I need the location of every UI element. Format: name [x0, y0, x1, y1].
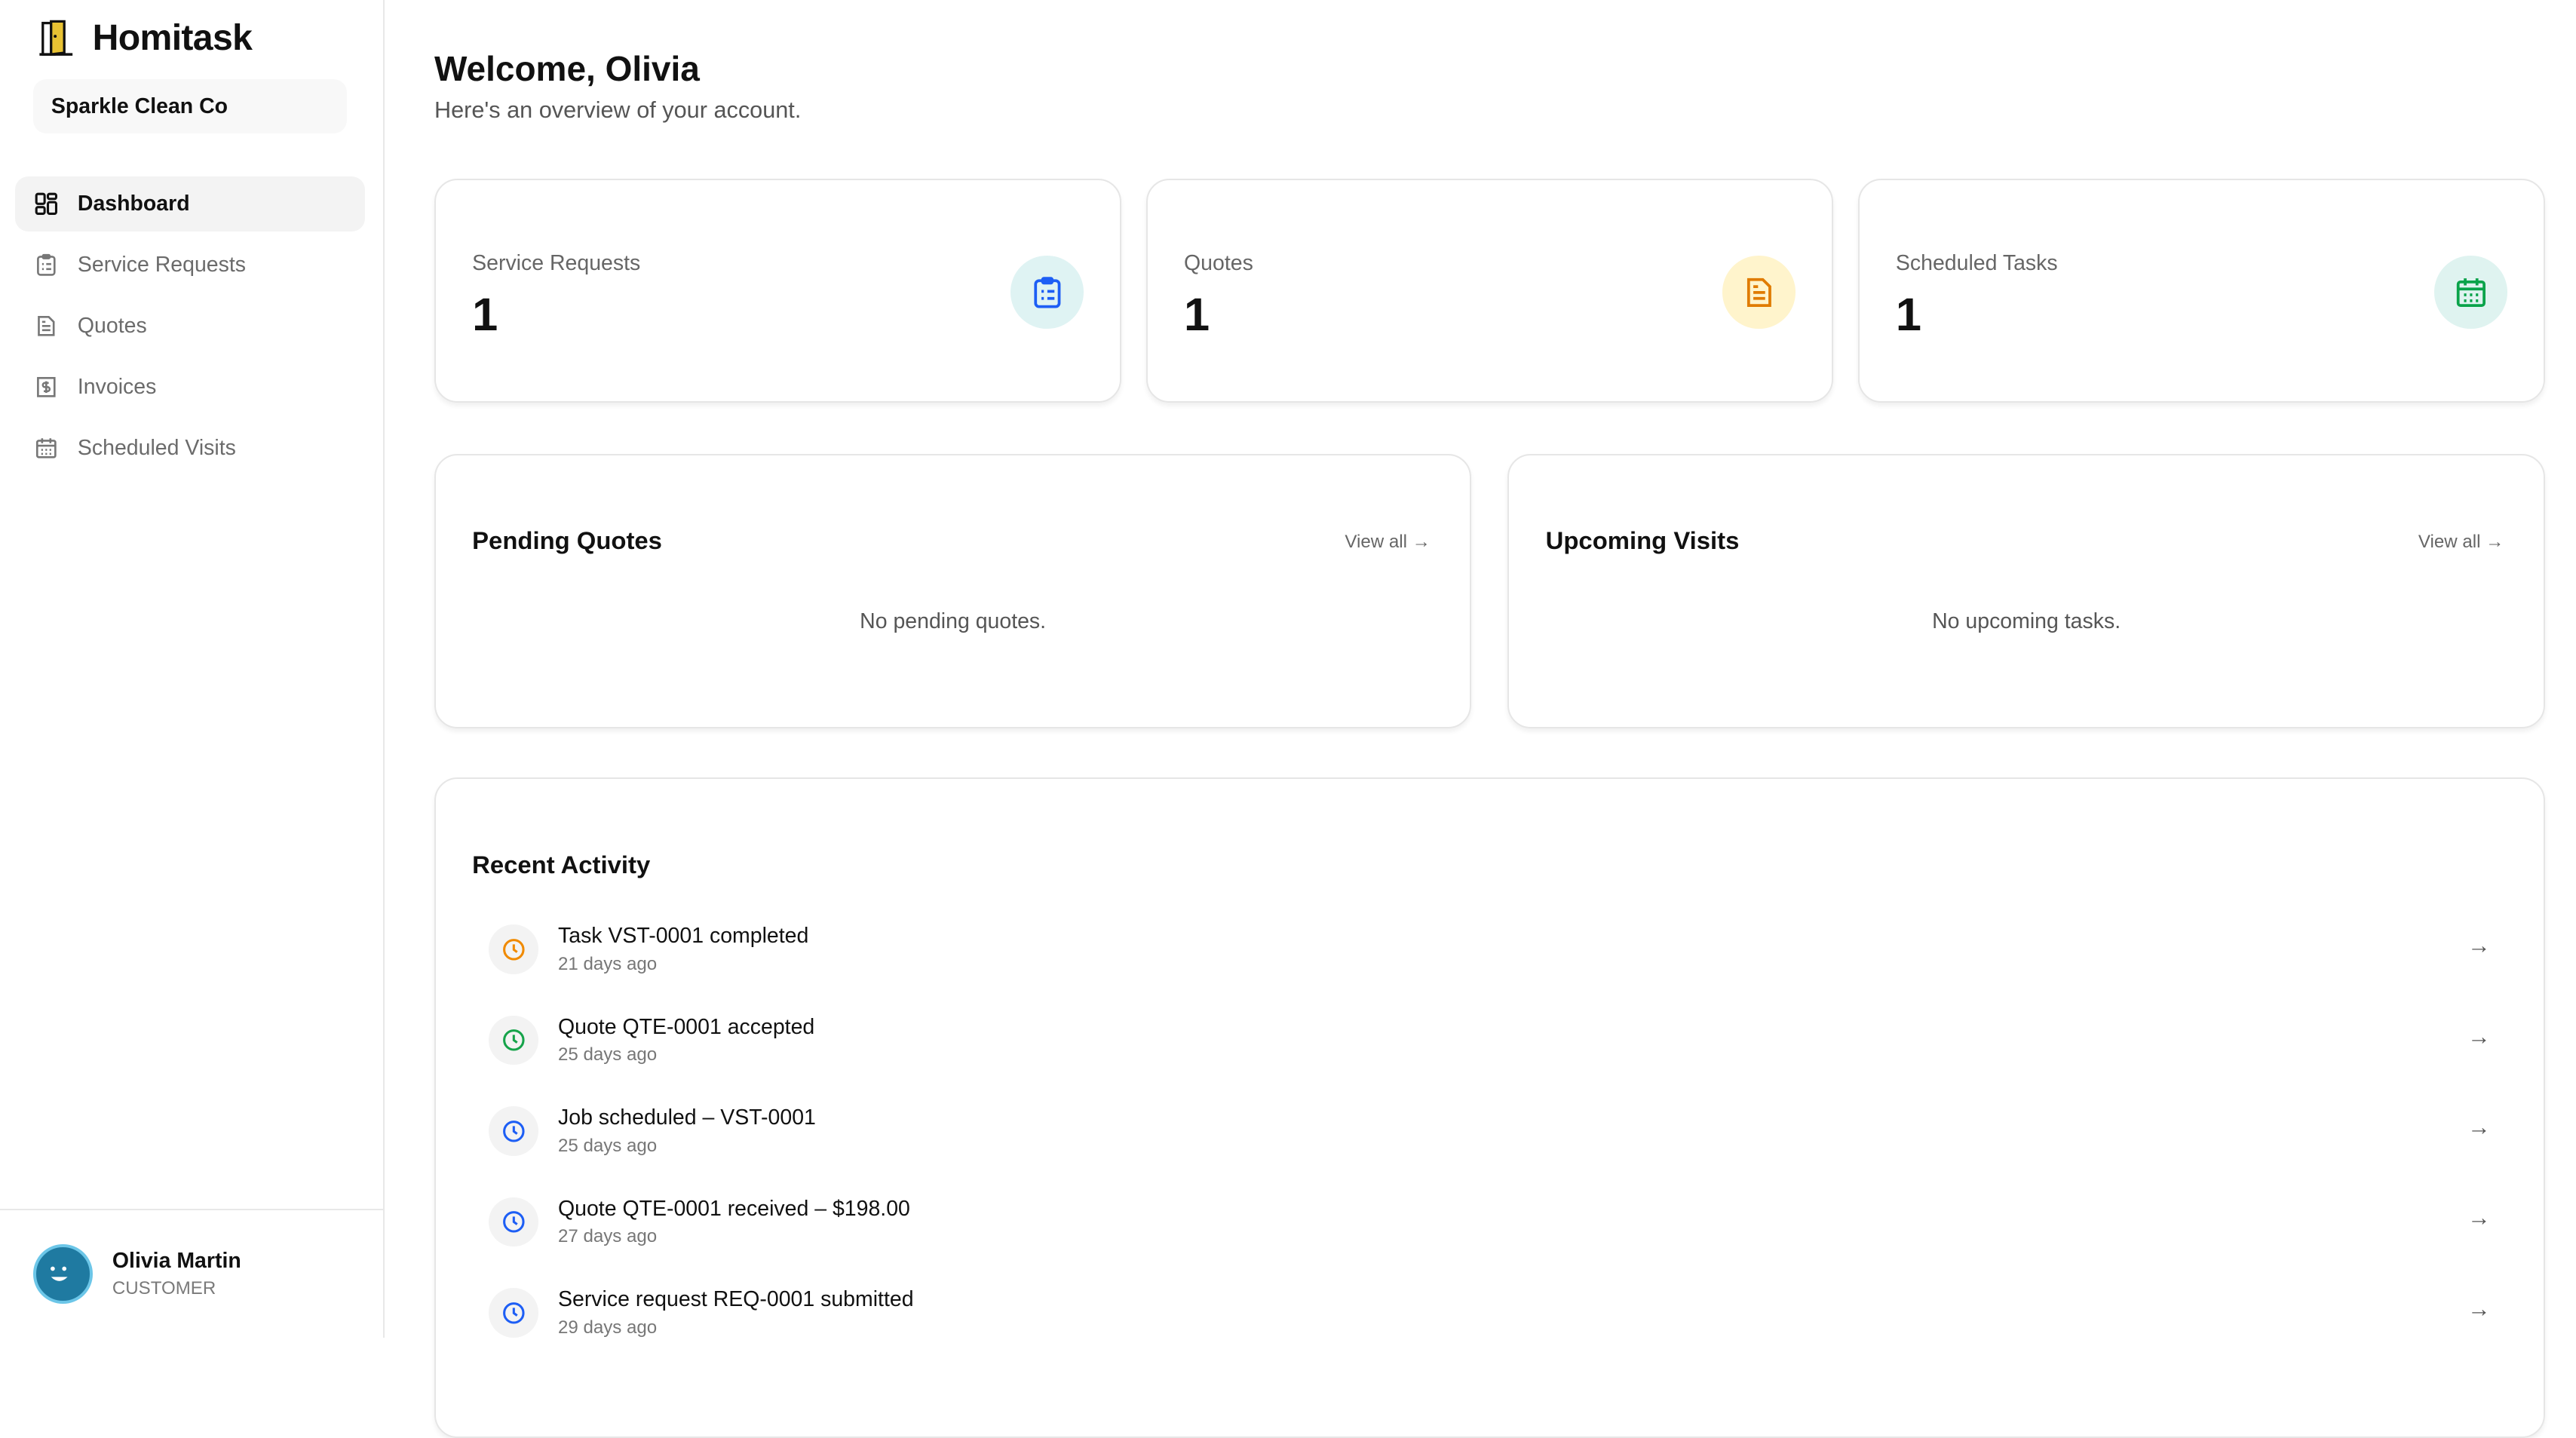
- activity-time: 21 days ago: [558, 953, 658, 974]
- calendar-icon: [2434, 256, 2507, 329]
- empty-state: No pending quotes.: [860, 609, 1047, 633]
- app-name: Homitask: [92, 17, 253, 58]
- activity-item[interactable]: Job scheduled – VST-0001 25 days ago →: [489, 1090, 2491, 1173]
- sidebar-item-label: Quotes: [77, 313, 147, 338]
- user-role: CUSTOMER: [112, 1278, 216, 1299]
- file-text-icon: [1722, 256, 1796, 329]
- clock-icon: [489, 1288, 538, 1338]
- sidebar-item-invoices[interactable]: Invoices: [15, 360, 365, 414]
- sidebar-item-scheduled-visits[interactable]: Scheduled Visits: [15, 421, 365, 475]
- activity-item[interactable]: Task VST-0001 completed 21 days ago →: [489, 908, 2491, 991]
- arrow-right-icon[interactable]: →: [2467, 933, 2491, 959]
- sidebar-item-label: Scheduled Visits: [77, 436, 236, 461]
- sidebar-item-label: Service Requests: [77, 252, 246, 277]
- clock-icon: [489, 924, 538, 974]
- view-all-link[interactable]: View all →: [1345, 531, 1431, 552]
- arrow-right-icon[interactable]: →: [2467, 1205, 2491, 1231]
- activity-title: Job scheduled – VST-0001: [558, 1105, 816, 1130]
- activity-title: Task VST-0001 completed: [558, 924, 809, 949]
- arrow-right-icon[interactable]: →: [2467, 1295, 2491, 1322]
- user-name: Olivia Martin: [112, 1248, 241, 1273]
- clock-icon: [489, 1197, 538, 1247]
- sidebar-item-label: Invoices: [77, 375, 157, 399]
- pending-quotes-panel: Pending Quotes View all → No pending quo…: [434, 454, 1472, 728]
- activity-time: 25 days ago: [558, 1044, 658, 1065]
- door-logo-icon: [39, 20, 73, 56]
- avatar: [32, 1244, 93, 1304]
- stat-value: 1: [1895, 287, 1922, 340]
- activity-item[interactable]: Service request REQ-0001 submitted 29 da…: [489, 1271, 2491, 1354]
- sidebar-item-dashboard[interactable]: Dashboard: [14, 176, 365, 231]
- stat-value: 1: [1184, 287, 1210, 340]
- activity-title: Quote QTE-0001 accepted: [558, 1014, 815, 1039]
- panel-title: Recent Activity: [472, 850, 651, 878]
- activity-item[interactable]: Quote QTE-0001 accepted 25 days ago →: [489, 999, 2491, 1082]
- stat-label: Quotes: [1184, 250, 1253, 275]
- clock-icon: [489, 1015, 538, 1065]
- empty-state: No upcoming tasks.: [1932, 609, 2121, 633]
- arrow-right-icon[interactable]: →: [2467, 1023, 2491, 1050]
- clock-icon: [489, 1106, 538, 1156]
- stat-card-service-requests[interactable]: Service Requests 1: [434, 178, 1121, 403]
- stat-label: Service Requests: [472, 250, 641, 275]
- smiley-face-icon: [50, 1266, 68, 1281]
- stat-label: Scheduled Tasks: [1895, 250, 2058, 275]
- activity-time: 29 days ago: [558, 1317, 658, 1338]
- activity-title: Quote QTE-0001 received – $198.00: [558, 1196, 910, 1221]
- recent-activity-panel: Recent Activity Task VST-0001 completed …: [434, 777, 2545, 1438]
- arrow-right-icon[interactable]: →: [2467, 1115, 2491, 1141]
- calendar-icon: [35, 438, 57, 458]
- panel-title: Pending Quotes: [472, 526, 662, 555]
- panel-title: Upcoming Visits: [1545, 526, 1740, 555]
- activity-time: 27 days ago: [558, 1226, 658, 1247]
- file-text-icon: [38, 316, 55, 336]
- sidebar-nav: Dashboard Service Requests Quotes Invoic…: [14, 176, 365, 482]
- activity-time: 25 days ago: [558, 1135, 658, 1156]
- sidebar-item-service-requests[interactable]: Service Requests: [15, 238, 365, 292]
- sidebar-item-quotes[interactable]: Quotes: [15, 299, 365, 353]
- logo[interactable]: Homitask: [36, 17, 253, 59]
- receipt-dollar-icon: [37, 377, 56, 397]
- sidebar-item-label: Dashboard: [77, 191, 190, 216]
- stat-value: 1: [472, 287, 498, 340]
- stat-card-scheduled-tasks[interactable]: Scheduled Tasks 1: [1857, 178, 2545, 403]
- dashboard-grid-icon: [35, 192, 57, 216]
- sidebar: Homitask Sparkle Clean Co Dashboard Serv…: [0, 0, 385, 1338]
- clipboard-list-icon: [1010, 256, 1084, 329]
- user-profile[interactable]: Olivia Martin CUSTOMER: [0, 1209, 385, 1338]
- activity-title: Service request REQ-0001 submitted: [558, 1287, 914, 1312]
- upcoming-visits-panel: Upcoming Visits View all → No upcoming t…: [1507, 454, 2545, 728]
- page-title: Welcome, Olivia: [434, 48, 700, 88]
- view-all-link[interactable]: View all →: [2418, 531, 2504, 552]
- activity-item[interactable]: Quote QTE-0001 received – $198.00 27 day…: [489, 1181, 2491, 1264]
- page-subtitle: Here's an overview of your account.: [434, 97, 802, 124]
- organization-selector[interactable]: Sparkle Clean Co: [32, 79, 347, 134]
- stat-card-quotes[interactable]: Quotes 1: [1145, 178, 1833, 403]
- clipboard-list-icon: [37, 254, 56, 276]
